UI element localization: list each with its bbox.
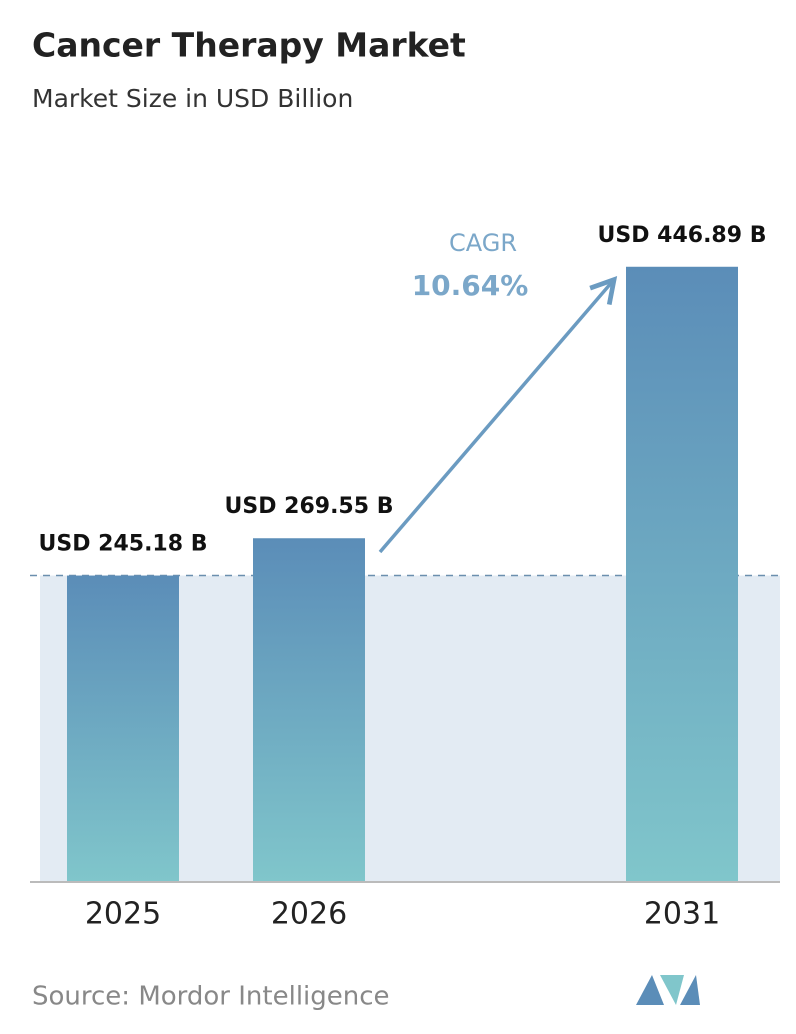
logo [636,975,700,1005]
x-tick-label: 2025 [85,897,161,932]
bar [626,266,738,882]
cagr-arrow [378,275,618,554]
value-label: USD 269.55 B [225,494,394,519]
value-label: USD 245.18 B [39,532,208,557]
x-tick-label: 2026 [271,897,347,932]
cagr-value: 10.64% [412,269,529,302]
value-label: USD 446.89 B [598,223,767,248]
bar [253,538,365,882]
bar [67,575,179,882]
cagr-label: CAGR [449,229,517,257]
x-tick-label: 2031 [644,897,720,932]
source: Source: Mordor Intelligence [32,982,390,1012]
chart-title: Cancer Therapy Market [32,26,466,65]
chart-subtitle: Market Size in USD Billion [32,84,353,113]
